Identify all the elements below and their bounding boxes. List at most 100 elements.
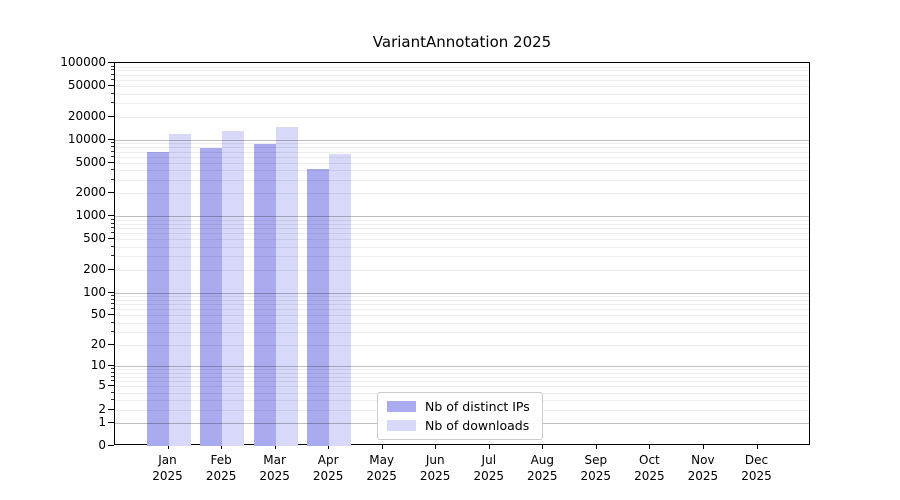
minor-gridline [115,372,809,374]
x-tick [702,445,704,449]
y-tick [108,291,114,293]
y-minor-tick [111,391,114,393]
x-tick [435,445,437,449]
y-minor-tick [111,380,114,382]
minor-gridline [115,74,809,76]
y-tick [108,365,114,367]
x-tick-label: Jul 2025 [473,453,505,483]
major-gridline [115,366,809,368]
x-tick-label: Feb 2025 [205,453,237,483]
y-tick [108,161,114,163]
y-tick-label: 100 [83,284,106,299]
minor-gridline [115,239,809,241]
y-minor-tick [111,69,114,71]
y-tick [108,85,114,87]
x-tick [488,445,490,449]
x-tick [381,445,383,449]
legend-item-distinct-ips: Nb of distinct IPs [387,399,533,414]
bar-distinct-ips-apr [307,168,330,446]
y-tick-label: 10 [90,358,106,373]
y-tick [108,138,114,140]
y-tick-label: 5 [98,378,106,393]
minor-gridline [115,228,809,229]
y-tick [108,115,114,117]
plot-area [114,62,810,446]
minor-gridline [115,269,809,271]
bar-downloads-mar [275,127,298,446]
y-minor-tick [111,150,114,152]
minor-gridline [115,147,809,148]
minor-gridline [115,143,809,145]
y-tick [108,268,114,270]
y-minor-tick [111,368,114,370]
y-minor-tick [111,294,114,296]
y-minor-tick [111,227,114,228]
minor-gridline [115,66,809,68]
legend-swatch-distinct-ips-icon [387,401,416,412]
minor-gridline [115,256,809,258]
y-tick [108,215,114,217]
x-tick-label: Apr 2025 [312,453,344,483]
minor-gridline [115,179,809,181]
y-minor-tick [111,65,114,67]
minor-gridline [115,170,809,172]
legend-item-downloads: Nb of downloads [387,418,533,433]
minor-gridline [115,386,809,388]
y-tick [108,238,114,240]
y-minor-tick [111,232,114,234]
y-minor-tick [111,330,114,332]
y-tick-label: 10000 [67,131,106,146]
minor-gridline [115,151,809,153]
x-tick [595,445,597,449]
minor-gridline [115,80,809,81]
y-minor-tick [111,321,114,323]
x-tick-label: Mar 2025 [259,453,290,483]
bar-downloads-feb [222,131,245,446]
x-tick [328,445,330,449]
x-tick [542,445,544,449]
y-tick-label: 500 [83,231,106,246]
minor-gridline [115,193,809,195]
minor-gridline [115,156,809,158]
minor-gridline [115,315,809,317]
y-tick [108,343,114,345]
y-minor-tick [111,79,114,80]
legend-swatch-downloads-icon [387,420,416,431]
x-tick [221,445,223,449]
minor-gridline [115,344,809,346]
bar-distinct-ips-feb [200,148,223,446]
x-tick [756,445,758,449]
minor-gridline [115,162,809,164]
x-tick-label: Jun 2025 [419,453,451,483]
minor-gridline [115,116,809,118]
y-tick [108,445,114,446]
y-minor-tick [111,255,114,257]
y-tick-label: 200 [83,261,106,276]
y-minor-tick [111,222,114,224]
minor-gridline [115,369,809,371]
minor-gridline [115,304,809,306]
minor-gridline [115,322,809,324]
minor-gridline [115,331,809,333]
y-tick [108,192,114,194]
y-minor-tick [111,146,114,147]
y-tick [108,314,114,316]
y-tick-label: 1 [98,414,106,429]
y-tick [108,385,114,387]
minor-gridline [115,219,809,221]
y-tick-label: 20 [90,336,106,351]
y-minor-tick [111,218,114,220]
bar-distinct-ips-jan [146,151,169,446]
minor-gridline [115,93,809,95]
y-tick-label: 50 [90,307,106,322]
bar-downloads-jan [168,134,191,446]
x-tick-label: May 2025 [366,453,397,483]
x-tick [274,445,276,449]
y-minor-tick [111,92,114,94]
major-gridline [115,292,809,294]
minor-gridline [115,233,809,235]
x-tick-label: Sep 2025 [580,453,612,483]
y-tick-label: 5000 [75,154,106,169]
y-tick [108,421,114,423]
